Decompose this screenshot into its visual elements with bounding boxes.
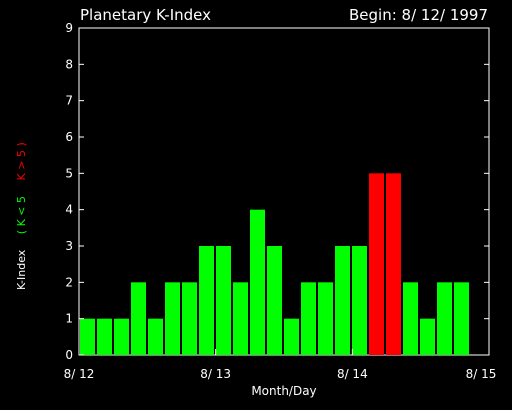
k-index-bar — [454, 282, 469, 355]
k-index-bar — [80, 318, 95, 355]
x-tick-label: 8/ 14 — [337, 367, 368, 381]
chart-title: Planetary K-Index — [80, 6, 211, 24]
k-index-bar — [318, 282, 333, 355]
y-axis-label-group: K-Index ( K < 5 K > 5 ) — [15, 142, 28, 290]
k-index-bar — [199, 246, 214, 355]
y-tick-label: 4 — [65, 203, 73, 217]
y-tick-label: 5 — [65, 166, 73, 180]
x-tick-label: 8/ 15 — [466, 367, 497, 381]
y-tick-label: 8 — [65, 57, 73, 71]
k-index-bar — [437, 282, 452, 355]
y-tick-label: 2 — [65, 275, 73, 289]
k-index-bar — [284, 318, 299, 355]
k-index-bar — [114, 318, 129, 355]
y-axis-label: K-Index — [15, 249, 28, 290]
k-index-bar — [420, 318, 435, 355]
k-index-bar — [301, 282, 316, 355]
k-index-bar — [148, 318, 163, 355]
k-index-bar — [97, 318, 112, 355]
y-axis-label-green: ( K < 5 — [15, 196, 28, 234]
k-index-bar — [369, 173, 384, 355]
x-tick-label: 8/ 12 — [64, 367, 95, 381]
k-index-bar — [352, 246, 367, 355]
k-index-bar — [403, 282, 418, 355]
y-tick-label: 6 — [65, 130, 73, 144]
y-axis-label-red: K > 5 ) — [15, 142, 28, 180]
y-tick-label: 7 — [65, 94, 73, 108]
y-tick-label: 9 — [65, 21, 73, 35]
k-index-bar — [335, 246, 350, 355]
x-tick-label: 8/ 13 — [200, 367, 231, 381]
k-index-bar — [250, 209, 265, 355]
k-index-bar — [216, 246, 231, 355]
k-index-bar — [165, 282, 180, 355]
k-index-bar — [386, 173, 401, 355]
x-axis-label: Month/Day — [251, 384, 316, 398]
k-index-bar — [131, 282, 146, 355]
k-index-bar — [182, 282, 197, 355]
y-tick-label: 1 — [65, 312, 73, 326]
k-index-bar — [267, 246, 282, 355]
chart-subtitle: Begin: 8/ 12/ 1997 — [349, 6, 488, 24]
y-tick-label: 0 — [65, 348, 73, 362]
k-index-bar — [233, 282, 248, 355]
y-tick-label: 3 — [65, 239, 73, 253]
